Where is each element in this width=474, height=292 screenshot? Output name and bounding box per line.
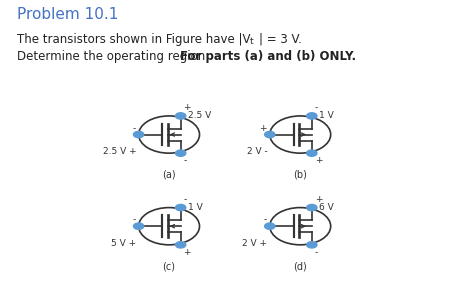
Circle shape [175, 204, 186, 211]
Text: 1 V: 1 V [319, 112, 334, 120]
Circle shape [175, 242, 186, 248]
Text: -: - [133, 215, 136, 225]
Text: (c): (c) [163, 261, 175, 271]
Text: For parts (a) and (b) ONLY.: For parts (a) and (b) ONLY. [180, 50, 356, 63]
Text: -: - [183, 156, 187, 165]
Text: +: + [259, 124, 267, 133]
Text: (a): (a) [162, 170, 176, 180]
Text: -: - [315, 103, 318, 112]
Circle shape [307, 242, 317, 248]
Text: +: + [183, 248, 191, 257]
Text: Problem 10.1: Problem 10.1 [17, 7, 118, 22]
Circle shape [134, 131, 144, 138]
Circle shape [175, 113, 186, 119]
Text: 2 V +: 2 V + [242, 239, 267, 248]
Circle shape [175, 150, 186, 156]
Text: -: - [264, 215, 267, 225]
Text: 6 V: 6 V [319, 203, 334, 212]
Text: The transistors shown in Figure have |V: The transistors shown in Figure have |V [17, 33, 250, 46]
Circle shape [264, 223, 275, 229]
Text: 1 V: 1 V [188, 203, 202, 212]
Circle shape [134, 223, 144, 229]
Text: 5 V +: 5 V + [111, 239, 137, 248]
Circle shape [307, 150, 317, 156]
Text: -: - [183, 195, 187, 204]
Text: -: - [315, 248, 318, 257]
Text: +: + [183, 103, 191, 112]
Circle shape [307, 204, 317, 211]
Text: 2.5 V: 2.5 V [188, 112, 211, 120]
Text: (d): (d) [293, 261, 307, 271]
Text: (b): (b) [293, 170, 307, 180]
Circle shape [264, 131, 275, 138]
Circle shape [307, 113, 317, 119]
Text: +: + [315, 156, 322, 165]
Text: Determine the operating region: Determine the operating region [17, 50, 209, 63]
Text: t: t [250, 36, 254, 46]
Text: | = 3 V.: | = 3 V. [258, 33, 301, 46]
Text: -: - [133, 124, 136, 133]
Text: +: + [315, 195, 322, 204]
Text: 2 V -: 2 V - [246, 147, 267, 156]
Text: 2.5 V +: 2.5 V + [103, 147, 137, 156]
